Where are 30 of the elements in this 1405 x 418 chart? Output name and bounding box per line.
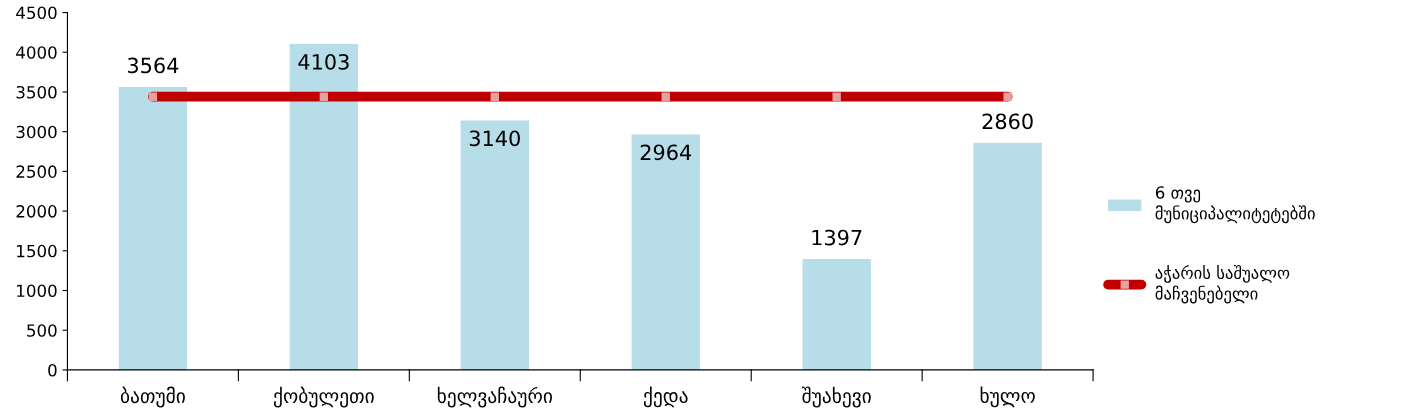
data-label: 4103 — [298, 53, 349, 70]
legend-label: აჭარის საშუალო მაჩვენებელი — [1155, 264, 1290, 304]
y-tick-label: 2500 — [16, 165, 57, 178]
y-tick-label: 1500 — [17, 244, 57, 258]
y-tick-label: 3500 — [16, 85, 57, 99]
bar — [118, 86, 188, 370]
x-tick-label: ქედა — [643, 386, 688, 408]
y-tick-label: 4500 — [16, 6, 57, 20]
x-tick-label: ხელვაჩაური — [437, 386, 552, 408]
x-tick-label: ბათუმი — [120, 386, 185, 408]
x-tick-label: შუახევი — [802, 386, 871, 408]
bar — [631, 134, 700, 370]
bar — [460, 120, 529, 370]
data-label: 3140 — [469, 130, 520, 147]
data-label: 1397 — [812, 229, 862, 246]
legend-label: 6 თვე მუნიციპალიტეტებში — [1155, 186, 1315, 224]
x-tick-label: ქობულეთი — [273, 386, 374, 408]
y-tick-label: 2000 — [16, 205, 57, 218]
data-label: 3564 — [127, 57, 179, 74]
y-tick-label: 4000 — [16, 46, 57, 59]
y-tick-label: 1000 — [17, 284, 57, 298]
y-tick-label: 500 — [27, 324, 57, 337]
data-label: 2964 — [640, 144, 692, 161]
bar — [289, 44, 359, 370]
data-label: 2860 — [982, 113, 1033, 130]
y-tick-label: 3000 — [16, 125, 57, 139]
bar — [802, 258, 871, 370]
x-tick-label: ხულო — [980, 386, 1035, 408]
y-tick-label: 0 — [48, 363, 57, 377]
bar — [973, 142, 1042, 370]
